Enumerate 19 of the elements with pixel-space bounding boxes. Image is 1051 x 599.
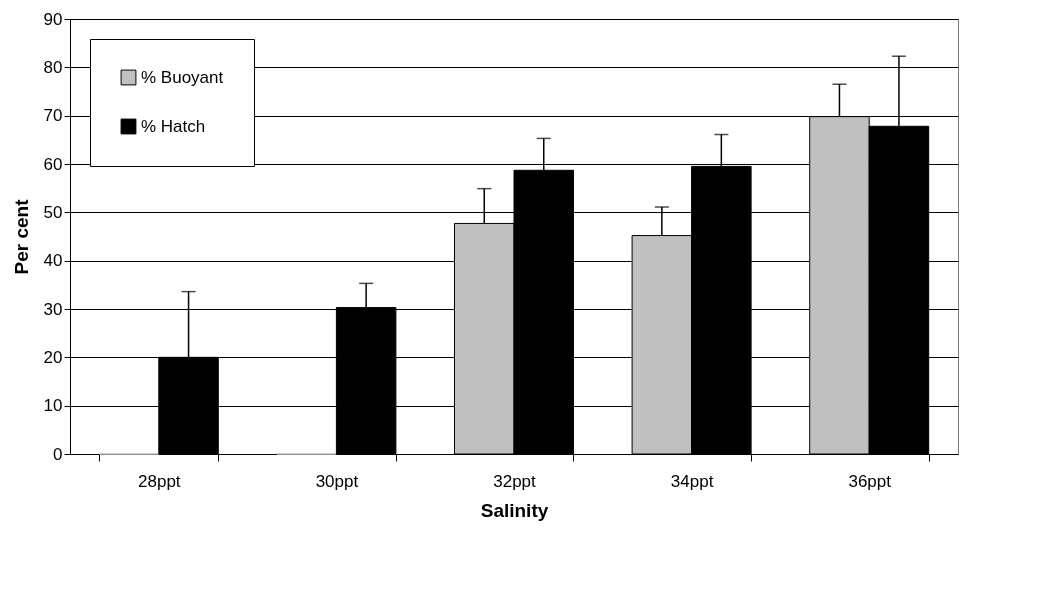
- x-axis-title: Salinity: [480, 499, 549, 521]
- y-tick-label: 90: [43, 9, 63, 29]
- legend-label: % Hatch: [141, 116, 206, 136]
- y-tick-label: 40: [43, 251, 63, 271]
- y-tick-label: 30: [43, 299, 63, 319]
- x-tick-label: 36ppt: [848, 471, 892, 491]
- y-tick-label: 60: [43, 154, 63, 174]
- x-tick-label: 28ppt: [138, 471, 181, 491]
- y-tick-label: 70: [43, 106, 63, 126]
- x-tick-label: 32ppt: [493, 471, 537, 491]
- x-tick-label: 30ppt: [315, 471, 359, 491]
- y-tick-label: 10: [43, 396, 63, 416]
- x-tick-label: 34ppt: [670, 471, 714, 491]
- y-tick-label: 80: [43, 57, 63, 77]
- legend-label: % Buoyant: [141, 67, 224, 87]
- y-tick-label: 50: [43, 202, 63, 222]
- y-tick-label: 20: [43, 347, 63, 367]
- y-tick-label: 0: [53, 444, 63, 464]
- y-axis-title: Per cent: [10, 198, 32, 275]
